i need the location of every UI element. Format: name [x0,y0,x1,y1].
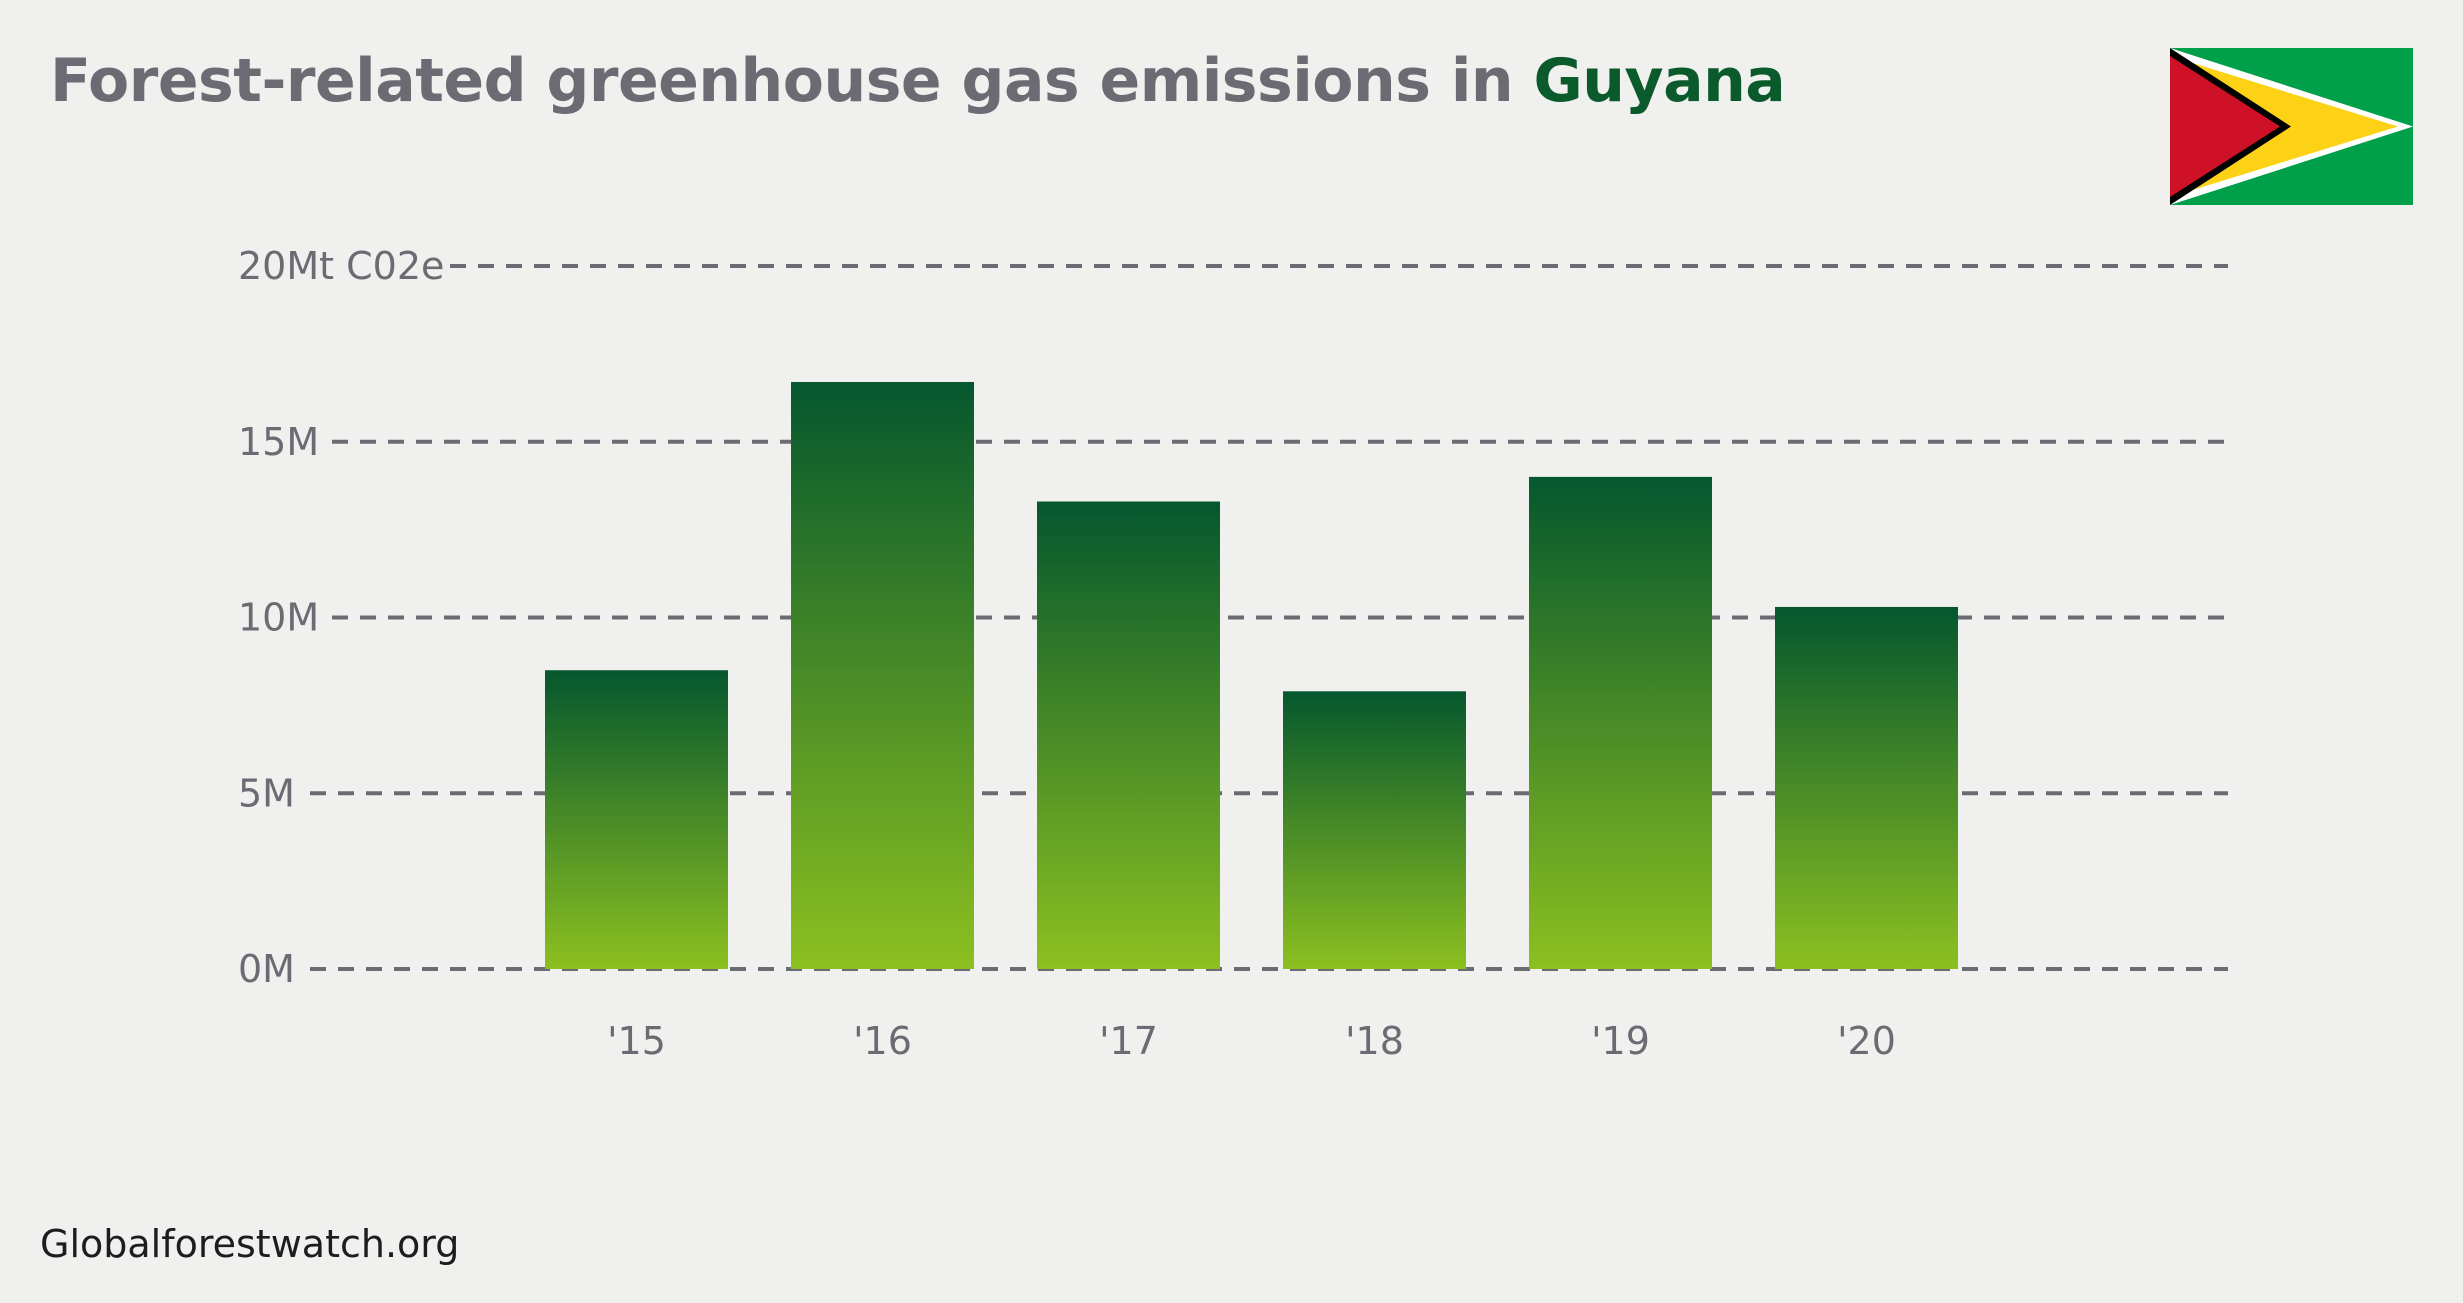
x-tick-label: '18 [1345,1019,1404,1063]
bar-5 [1775,606,1958,969]
x-axis-ticks: '15 '16 '17 '18 '19 '20 [607,1019,1896,1063]
bar-4 [1529,476,1712,969]
y-tick-label: 10M [238,596,319,640]
x-tick-label: '15 [607,1019,666,1063]
title-prefix: Forest-related greenhouse gas emissions … [50,46,1534,116]
y-tick-label: 5M [238,771,295,815]
x-tick-label: '16 [853,1019,912,1063]
x-tick-label: '20 [1837,1019,1896,1063]
bar-3 [1283,691,1466,969]
title-country: Guyana [1533,46,1786,116]
bar-2 [1037,501,1220,969]
x-tick-label: '19 [1591,1019,1650,1063]
y-tick-label: 0M [238,947,295,991]
guyana-flag-icon [2170,48,2413,205]
source-credit: Globalforestwatch.org [40,1222,460,1266]
y-tick-label: 20Mt C02e [238,244,444,288]
y-tick-label: 15M [238,420,319,464]
chart-title: Forest-related greenhouse gas emissions … [50,46,1786,116]
y-axis-ticks: 0M 5M 10M 15M 20Mt C02e [238,244,444,991]
x-tick-label: '17 [1099,1019,1158,1063]
bar-0 [545,670,728,969]
bar-1 [791,381,974,969]
bars [545,381,1958,969]
